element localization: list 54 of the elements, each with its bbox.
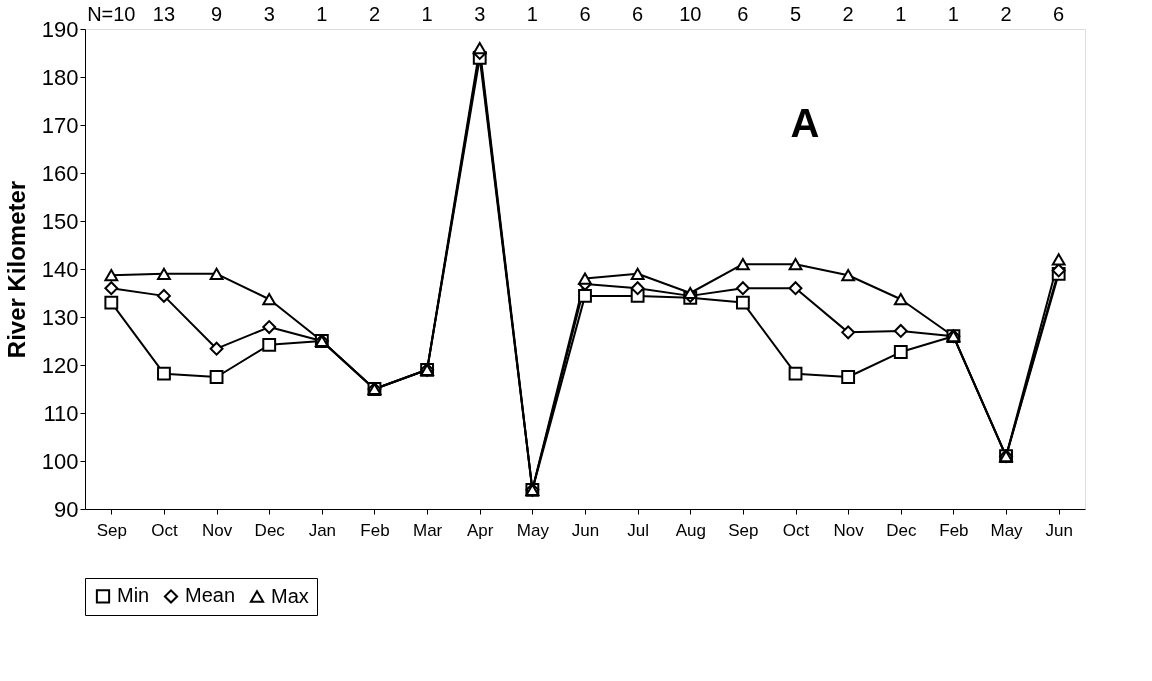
x-tick-label: Nov	[201, 520, 233, 540]
x-tick-label: Jan	[308, 520, 337, 540]
y-tick-label: 150	[41, 208, 79, 234]
x-tick-label: Jun	[1045, 520, 1073, 540]
legend-label: Min	[117, 584, 150, 607]
x-tick-label: May	[516, 520, 550, 540]
x-tick-label: Dec	[254, 520, 286, 540]
text: 1	[526, 3, 538, 25]
x-tick-label: Feb	[360, 520, 390, 540]
text: 10	[679, 3, 702, 25]
x-tick-label: Oct	[782, 520, 810, 540]
text: 2	[1000, 3, 1012, 25]
y-tick-label: 100	[41, 448, 79, 474]
text: 3	[474, 3, 486, 25]
y-tick-label: 130	[41, 304, 79, 330]
text: 3	[263, 3, 275, 25]
x-tick-label: Nov	[833, 520, 865, 540]
text: 1	[895, 3, 907, 25]
x-tick-label: Mar	[412, 520, 443, 540]
text: 2	[842, 3, 854, 25]
y-tick-label: 90	[54, 496, 79, 522]
y-tick-label: 160	[41, 160, 79, 186]
text: N=10	[87, 3, 136, 25]
text: 9	[211, 3, 223, 25]
x-tick-label: Sep	[728, 520, 759, 540]
x-tick-label: Feb	[939, 520, 969, 540]
x-tick-label: Jul	[627, 520, 649, 540]
y-tick-label: 120	[41, 352, 79, 378]
x-tick-label: Apr	[467, 520, 494, 540]
text: 2	[368, 3, 381, 25]
y-tick-label: 190	[41, 16, 79, 42]
y-tick-label: 110	[43, 400, 79, 426]
legend-label: Max	[271, 584, 309, 607]
legend-label: Mean	[185, 584, 236, 607]
y-tick-label: 140	[41, 256, 79, 282]
y-tick-label: 170	[41, 112, 79, 138]
y-axis-title: River Kilometer	[2, 180, 30, 359]
x-tick-label: Oct	[151, 520, 178, 540]
text: 5	[789, 3, 802, 25]
text: 1	[421, 3, 433, 25]
x-tick-label: Sep	[96, 520, 127, 540]
x-tick-label: Aug	[675, 520, 706, 540]
text: 1	[316, 3, 328, 25]
text: 6	[632, 3, 644, 25]
x-tick-label: Jun	[571, 520, 600, 540]
text: 13	[152, 3, 176, 25]
text: 6	[1053, 3, 1065, 25]
annotation: A	[790, 101, 820, 145]
text: 6	[737, 3, 749, 25]
x-tick-label: May	[990, 520, 1024, 540]
y-tick-label: 180	[41, 64, 79, 90]
x-tick-label: Dec	[886, 520, 917, 540]
text: 6	[579, 3, 591, 25]
text: 1	[947, 3, 959, 25]
